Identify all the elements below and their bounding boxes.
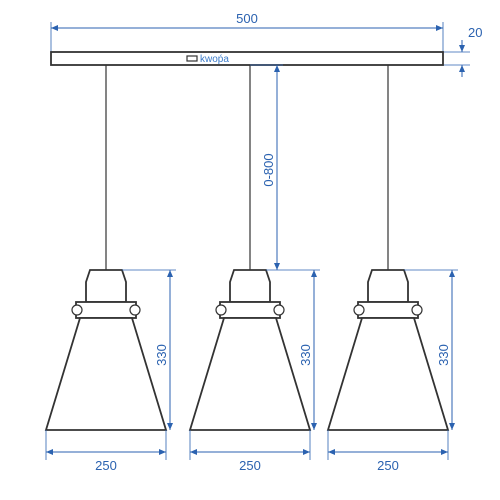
dim-width-1: 250 <box>95 458 117 473</box>
dim-top-width: 500 <box>236 11 258 26</box>
dim-bar-height: 20 <box>468 25 482 40</box>
pendant-1 <box>46 270 166 430</box>
dim-width-2: 250 <box>239 458 261 473</box>
dim-cable-length: 0-800 <box>261 153 276 186</box>
technical-drawing: 500 20 kwoṕa 0-800 330 <box>0 0 500 500</box>
center-label: kwoṕa <box>200 54 229 65</box>
dim-width-3: 250 <box>377 458 399 473</box>
mounting-bar <box>51 52 443 65</box>
dim-height-1: 330 <box>154 344 169 366</box>
dim-height-2: 330 <box>298 344 313 366</box>
pendant-3 <box>328 270 448 430</box>
pendant-2 <box>190 270 310 430</box>
dim-height-3: 330 <box>436 344 451 366</box>
